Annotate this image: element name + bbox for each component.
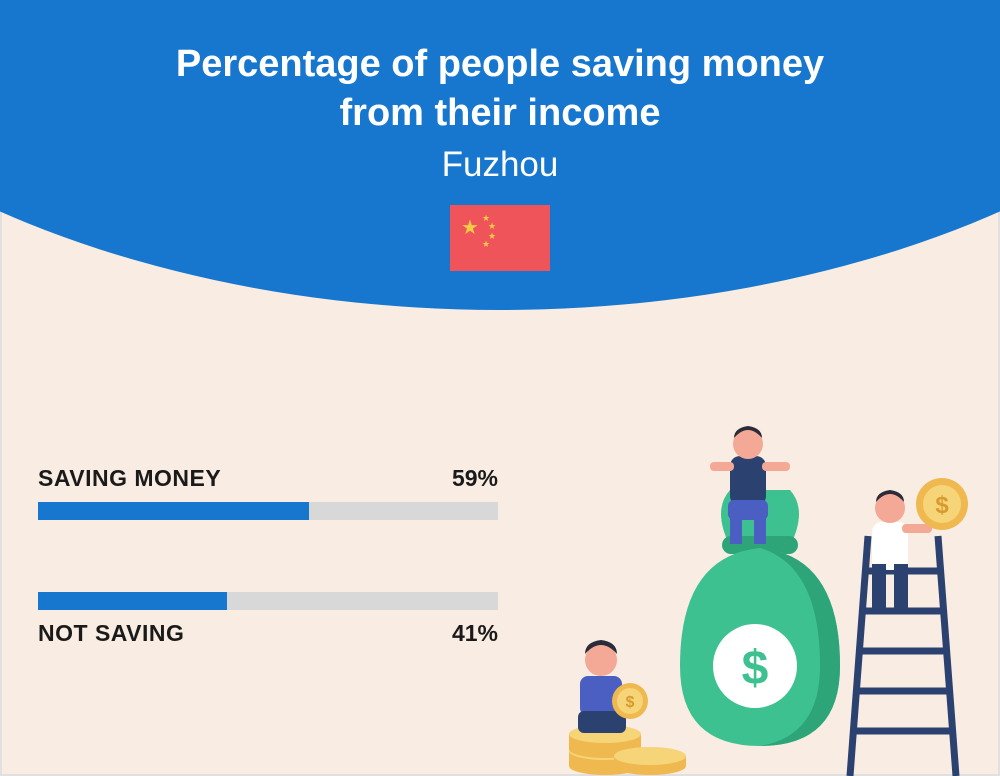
bar-label: SAVING MONEY <box>38 465 221 492</box>
person-sitting-icon: $ <box>578 640 648 733</box>
flag-star-icon: ★ <box>482 239 490 250</box>
china-flag-icon: ★ ★ ★ ★ ★ <box>450 205 550 271</box>
bar-track <box>38 502 498 520</box>
savings-illustration: $ $ $ <box>550 416 980 776</box>
bar-footer: NOT SAVING 41% <box>38 620 498 647</box>
person-ladder-icon: $ <box>872 478 968 608</box>
bar-saving-money: SAVING MONEY 59% <box>38 465 498 520</box>
flag-star-icon: ★ <box>461 215 479 240</box>
title-line-2: from their income <box>340 92 661 134</box>
title-line-1: Percentage of people saving money <box>176 43 824 85</box>
bar-not-saving: NOT SAVING 41% <box>38 592 498 647</box>
bar-label: NOT SAVING <box>38 620 184 647</box>
svg-text:$: $ <box>935 492 949 519</box>
header: Percentage of people saving money from t… <box>0 40 1000 276</box>
svg-text:$: $ <box>626 694 635 711</box>
title: Percentage of people saving money from t… <box>0 40 1000 139</box>
bars-section: SAVING MONEY 59% NOT SAVING 41% <box>38 465 498 719</box>
bar-track <box>38 592 498 610</box>
bar-header: SAVING MONEY 59% <box>38 465 498 492</box>
bar-fill <box>38 502 309 520</box>
svg-text:$: $ <box>742 642 769 695</box>
subtitle: Fuzhou <box>0 145 1000 185</box>
bar-value: 41% <box>452 620 498 647</box>
bar-fill <box>38 592 227 610</box>
bar-value: 59% <box>452 465 498 492</box>
